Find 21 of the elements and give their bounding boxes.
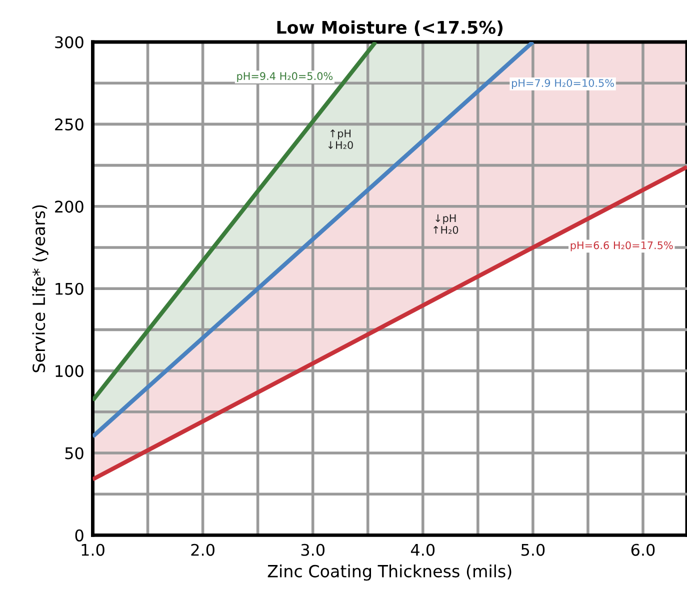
y-axis-title: Service Life* (years) [32, 205, 48, 372]
annotation: pH=6.6 H₂0=17.5% [570, 241, 673, 252]
annotation: pH=9.4 H₂0=5.0% [237, 72, 333, 82]
y-tick-label: 200 [55, 200, 84, 213]
chart-title: Low Moisture (<17.5%) [277, 20, 503, 36]
y-tick-label: 50 [65, 447, 84, 460]
annotation: ↑pH ↓H₂0 [328, 130, 353, 149]
x-tick-label: 2.0 [191, 544, 214, 556]
x-axis-title: Zinc Coating Thickness (mils) [268, 564, 512, 581]
y-tick-label: 250 [55, 118, 84, 130]
y-tick-label: 100 [56, 365, 84, 378]
annotation: pH=7.9 H₂0=10.5% [512, 79, 614, 89]
y-tick-label: 150 [56, 282, 84, 295]
annotation: ↓pH ↑H₂0 [434, 214, 458, 234]
x-tick-label: 6.0 [631, 544, 655, 556]
x-tick-label: 3.0 [301, 544, 324, 556]
x-tick-label: 1.0 [82, 544, 104, 556]
x-tick-label: 5.0 [521, 544, 545, 556]
y-tick-label: 300 [55, 36, 84, 48]
y-tick-label: 0 [75, 529, 84, 542]
x-tick-label: 4.0 [410, 544, 435, 556]
